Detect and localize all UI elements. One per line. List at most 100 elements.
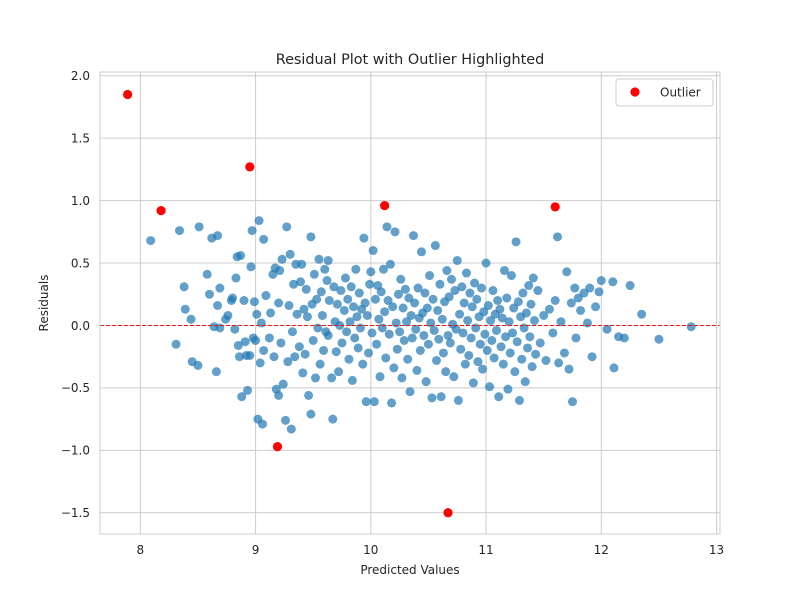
residual-point (319, 345, 329, 355)
residual-point (450, 286, 460, 296)
residual-point (249, 297, 259, 307)
y-tick-label: −0.5 (61, 381, 90, 395)
residual-point (427, 393, 437, 403)
residual-point (376, 287, 386, 297)
residual-point (359, 233, 369, 243)
residual-point (468, 378, 478, 388)
residual-point (504, 317, 514, 327)
residual-point (566, 298, 576, 308)
outlier-point (443, 508, 453, 518)
residual-point (277, 254, 287, 264)
residual-point (511, 237, 521, 247)
residual-point (527, 362, 537, 372)
residual-point (432, 355, 442, 365)
residual-point (531, 349, 541, 359)
residual-point (456, 344, 466, 354)
residual-point (570, 283, 580, 293)
residual-point (429, 325, 439, 335)
residual-point (292, 309, 302, 319)
residual-point (353, 343, 363, 353)
residual-point (240, 337, 250, 347)
residual-point (275, 266, 285, 276)
residual-point (526, 299, 536, 309)
x-tick-labels: 8 9 10 11 12 13 (137, 543, 725, 557)
residual-point (608, 277, 618, 287)
outlier-points (123, 89, 560, 518)
legend: Outlier (615, 78, 714, 107)
outlier-point (123, 89, 133, 100)
x-tick-label: 10 (363, 543, 378, 557)
residual-point (524, 281, 534, 291)
x-tick-label: 13 (709, 543, 724, 557)
residual-point (433, 305, 443, 315)
residual-point (406, 310, 416, 320)
residual-point (391, 318, 401, 328)
residual-point (553, 232, 563, 242)
residual-point (309, 269, 319, 279)
residual-point (654, 334, 664, 344)
residual-point (278, 379, 288, 389)
residual-point (596, 276, 606, 286)
y-tick-label: 1.5 (71, 131, 90, 145)
residual-point (396, 274, 406, 284)
residual-point (257, 419, 267, 429)
residual-point (286, 424, 296, 434)
residual-point (266, 308, 276, 318)
residual-point (246, 262, 256, 272)
residual-point (472, 294, 482, 304)
residual-point (686, 322, 696, 332)
residual-point (374, 314, 384, 324)
residual-point (308, 335, 318, 345)
residual-point (306, 409, 316, 419)
residual-point (487, 335, 497, 345)
residual-point (317, 310, 327, 320)
residual-point (499, 266, 509, 276)
residual-point (324, 296, 334, 306)
residual-point (337, 338, 347, 348)
residual-point (464, 350, 474, 360)
residual-point (215, 323, 225, 333)
residual-point (486, 315, 496, 325)
residual-point (453, 395, 463, 405)
residual-point (234, 352, 244, 362)
residual-point (493, 296, 503, 306)
residual-point (521, 308, 531, 318)
residual-point (523, 343, 533, 353)
residual-point (509, 303, 519, 313)
outlier-point (156, 206, 166, 216)
residual-point (529, 315, 539, 325)
residual-point (517, 354, 527, 364)
residual-point (473, 357, 483, 367)
residual-point (423, 339, 433, 349)
residual-point (193, 360, 203, 370)
outlier-point (245, 162, 255, 172)
residual-point (458, 328, 468, 338)
residual-point (459, 298, 469, 308)
residual-point (435, 279, 445, 289)
residual-point (322, 276, 332, 286)
residual-point (518, 288, 528, 298)
residual-point (213, 300, 223, 310)
residual-point (245, 350, 255, 360)
residual-point (508, 328, 518, 338)
y-tick-label: 1.0 (71, 194, 90, 208)
residual-point (478, 364, 488, 374)
residual-point (296, 277, 306, 287)
residual-point (460, 359, 470, 369)
residual-point (455, 309, 465, 319)
residual-point (480, 329, 490, 339)
residual-point (489, 353, 499, 363)
residual-point (428, 294, 438, 304)
residual-point (299, 304, 309, 314)
residual-point (525, 332, 535, 342)
residual-point (297, 259, 307, 269)
residual-point (421, 377, 431, 387)
residual-point (289, 279, 299, 289)
residual-point (358, 359, 368, 369)
residual-point (461, 268, 471, 278)
residual-point (350, 333, 360, 343)
residual-point (355, 323, 365, 333)
residual-point (567, 397, 577, 407)
residual-point (422, 303, 432, 313)
